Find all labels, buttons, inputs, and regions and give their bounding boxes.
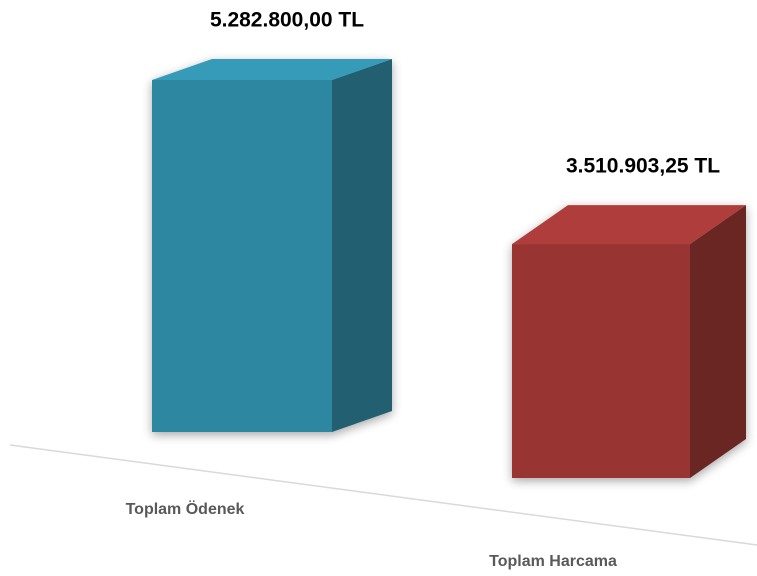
bar-top [152,59,392,80]
bar-side [690,205,746,478]
bar-top [512,205,746,245]
value-label: 3.510.903,25 TL [566,155,720,178]
bar-side [332,59,392,432]
bar [512,244,690,478]
value-label: 5.282.800,00 TL [210,9,364,32]
x-tick-label: Toplam Ödenek [126,499,245,518]
floor-line [9,444,757,546]
bar [152,80,332,432]
x-tick-label: Toplam Harcama [489,553,617,570]
bar-group [512,205,746,478]
bar-group [152,59,392,432]
